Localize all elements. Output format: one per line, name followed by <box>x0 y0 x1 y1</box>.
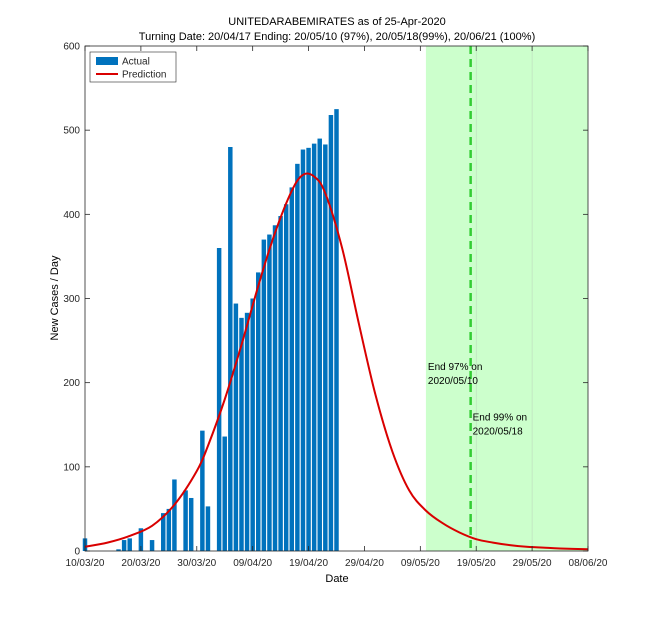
prediction-line <box>84 172 589 551</box>
actual-bar <box>256 272 261 551</box>
actual-bar <box>244 312 250 551</box>
actual-bar <box>233 303 239 551</box>
actual-bar <box>272 225 278 551</box>
actual-bar <box>323 144 328 551</box>
actual-bar <box>138 528 144 551</box>
actual-bar <box>149 540 155 551</box>
y-tick-label: 100 <box>63 462 80 473</box>
actual-bar <box>239 317 244 551</box>
x-tick-label: 30/03/20 <box>177 558 216 569</box>
x-tick-label: 19/04/20 <box>289 558 328 569</box>
legend-actual-label: Actual <box>122 57 150 68</box>
actual-bar <box>116 549 121 551</box>
ending-annotation: End 97% on <box>428 362 483 373</box>
x-tick-label: 08/06/20 <box>569 558 608 569</box>
legend-prediction-label: Prediction <box>122 70 166 81</box>
actual-bar <box>205 506 211 551</box>
actual-bar <box>188 497 194 551</box>
x-tick-label: 29/05/20 <box>513 558 552 569</box>
y-tick-label: 0 <box>74 547 80 558</box>
actual-bar <box>161 513 166 551</box>
actual-bar <box>166 508 172 551</box>
ending-annotation: 2020/05/18 <box>473 427 523 438</box>
actual-bar <box>300 149 306 551</box>
x-tick-label: 10/03/20 <box>66 558 105 569</box>
chart-title: UNITEDARABEMIRATES as of 25-Apr-2020 <box>228 16 445 28</box>
actual-bar <box>216 248 222 551</box>
ending-annotation: 2020/05/10 <box>428 376 478 387</box>
actual-bar <box>267 234 272 552</box>
actual-bar <box>311 143 317 551</box>
y-tick-label: 200 <box>63 378 80 389</box>
y-tick-label: 500 <box>63 126 80 137</box>
actual-bar <box>172 479 177 551</box>
actual-bar <box>317 138 322 552</box>
actual-bar <box>328 115 334 552</box>
actual-bar <box>222 436 227 551</box>
x-tick-label: 09/05/20 <box>401 558 440 569</box>
actual-bar <box>200 430 205 551</box>
actual-bar <box>121 540 127 551</box>
legend-actual-swatch <box>96 57 118 65</box>
x-tick-label: 09/04/20 <box>233 558 272 569</box>
ending-annotation: End 99% on <box>473 413 527 424</box>
chart-subtitle: Turning Date: 20/04/17 Ending: 20/05/10 … <box>139 31 535 43</box>
x-tick-label: 19/05/20 <box>457 558 496 569</box>
actual-bar <box>261 239 267 552</box>
actual-bar <box>283 204 289 551</box>
ending-region <box>425 46 588 551</box>
y-tick-label: 600 <box>63 42 80 53</box>
actual-bar <box>295 163 300 552</box>
y-tick-label: 300 <box>63 294 80 305</box>
actual-bar <box>306 147 311 551</box>
actual-bar <box>278 216 283 551</box>
x-tick-label: 20/03/20 <box>121 558 160 569</box>
actual-bar <box>334 109 339 551</box>
x-axis-label: Date <box>325 573 348 585</box>
actual-bar <box>127 538 132 551</box>
x-tick-label: 29/04/20 <box>345 558 384 569</box>
y-axis-label: New Cases / Day <box>49 255 61 340</box>
actual-bar <box>228 147 233 551</box>
actual-bar <box>289 187 295 551</box>
y-tick-label: 400 <box>63 210 80 221</box>
actual-bar <box>183 490 188 551</box>
actual-bar <box>250 298 255 551</box>
